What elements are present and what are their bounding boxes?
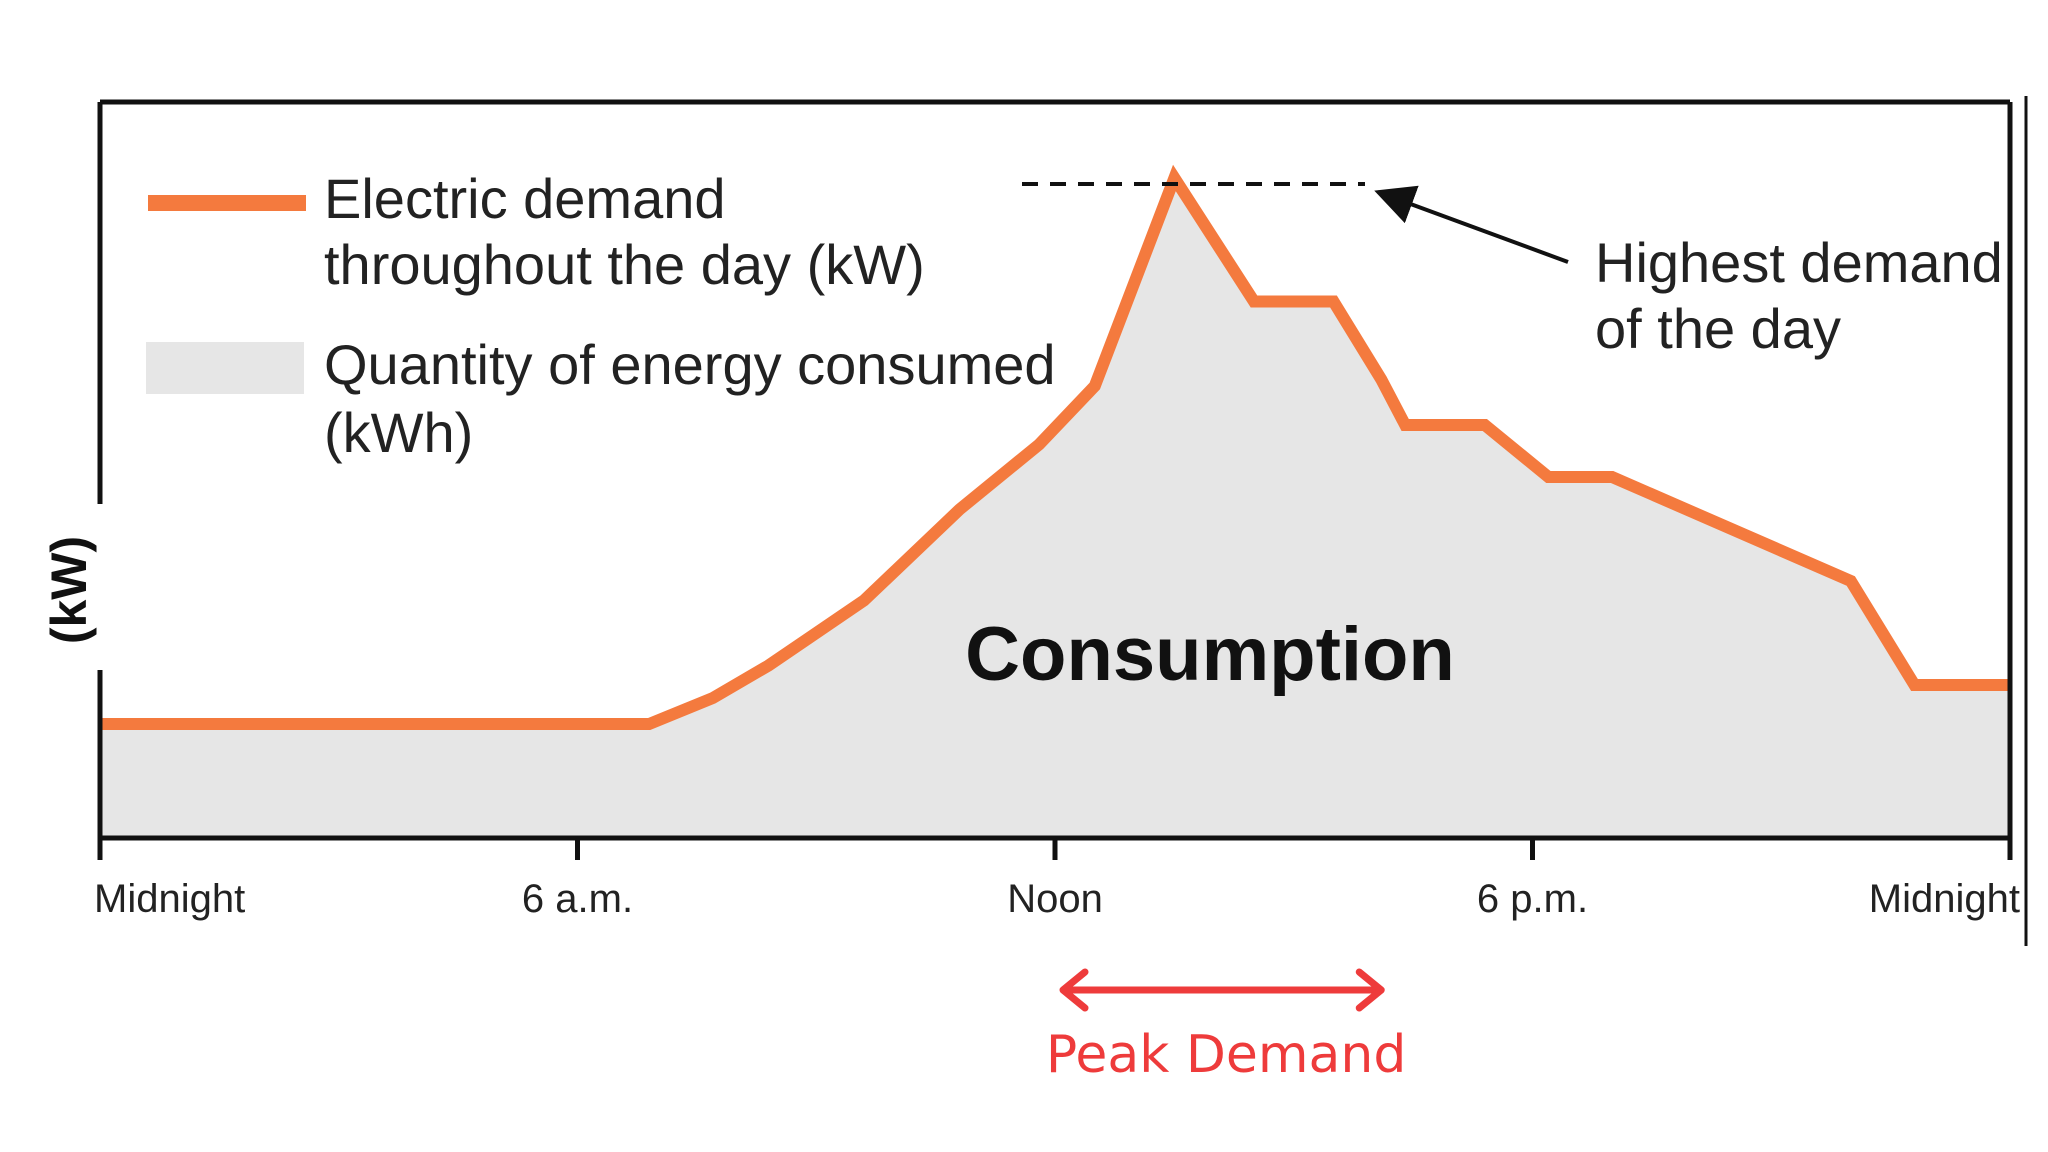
legend-line-label-1: Electric demand [324, 167, 726, 230]
x-axis-ticks: Midnight 6 a.m. Noon 6 p.m. Midnight [94, 838, 2020, 921]
legend-line-swatch [148, 195, 306, 211]
x-tick-label: Noon [1007, 877, 1103, 921]
x-tick-label: 6 a.m. [522, 877, 633, 921]
demand-line [100, 164, 2010, 730]
peak-annotation-arrow [1374, 185, 1569, 264]
peak-demand-label: Peak Demand [1046, 1025, 1407, 1085]
legend-fill-swatch [146, 342, 304, 394]
y-axis-label: (kW) [41, 536, 97, 644]
legend-fill-label-1: Quantity of energy consumed [324, 333, 1056, 396]
consumption-area [100, 178, 2010, 838]
consumption-label: Consumption [965, 612, 1455, 697]
x-tick-label: Midnight [94, 877, 245, 921]
x-tick-label: 6 p.m. [1477, 877, 1588, 921]
peak-annotation-line-2: of the day [1595, 297, 1841, 360]
peak-range-left-arrowhead [1059, 968, 1089, 1012]
legend-line-label-2: throughout the day (kW) [324, 233, 925, 296]
legend-fill-label-2: (kWh) [324, 401, 473, 464]
peak-annotation-line-1: Highest demand [1595, 231, 2003, 294]
x-tick-label: Midnight [1869, 877, 2020, 921]
legend: Electric demand throughout the day (kW) … [146, 167, 1056, 464]
peak-range-right-arrowhead [1355, 968, 1385, 1012]
